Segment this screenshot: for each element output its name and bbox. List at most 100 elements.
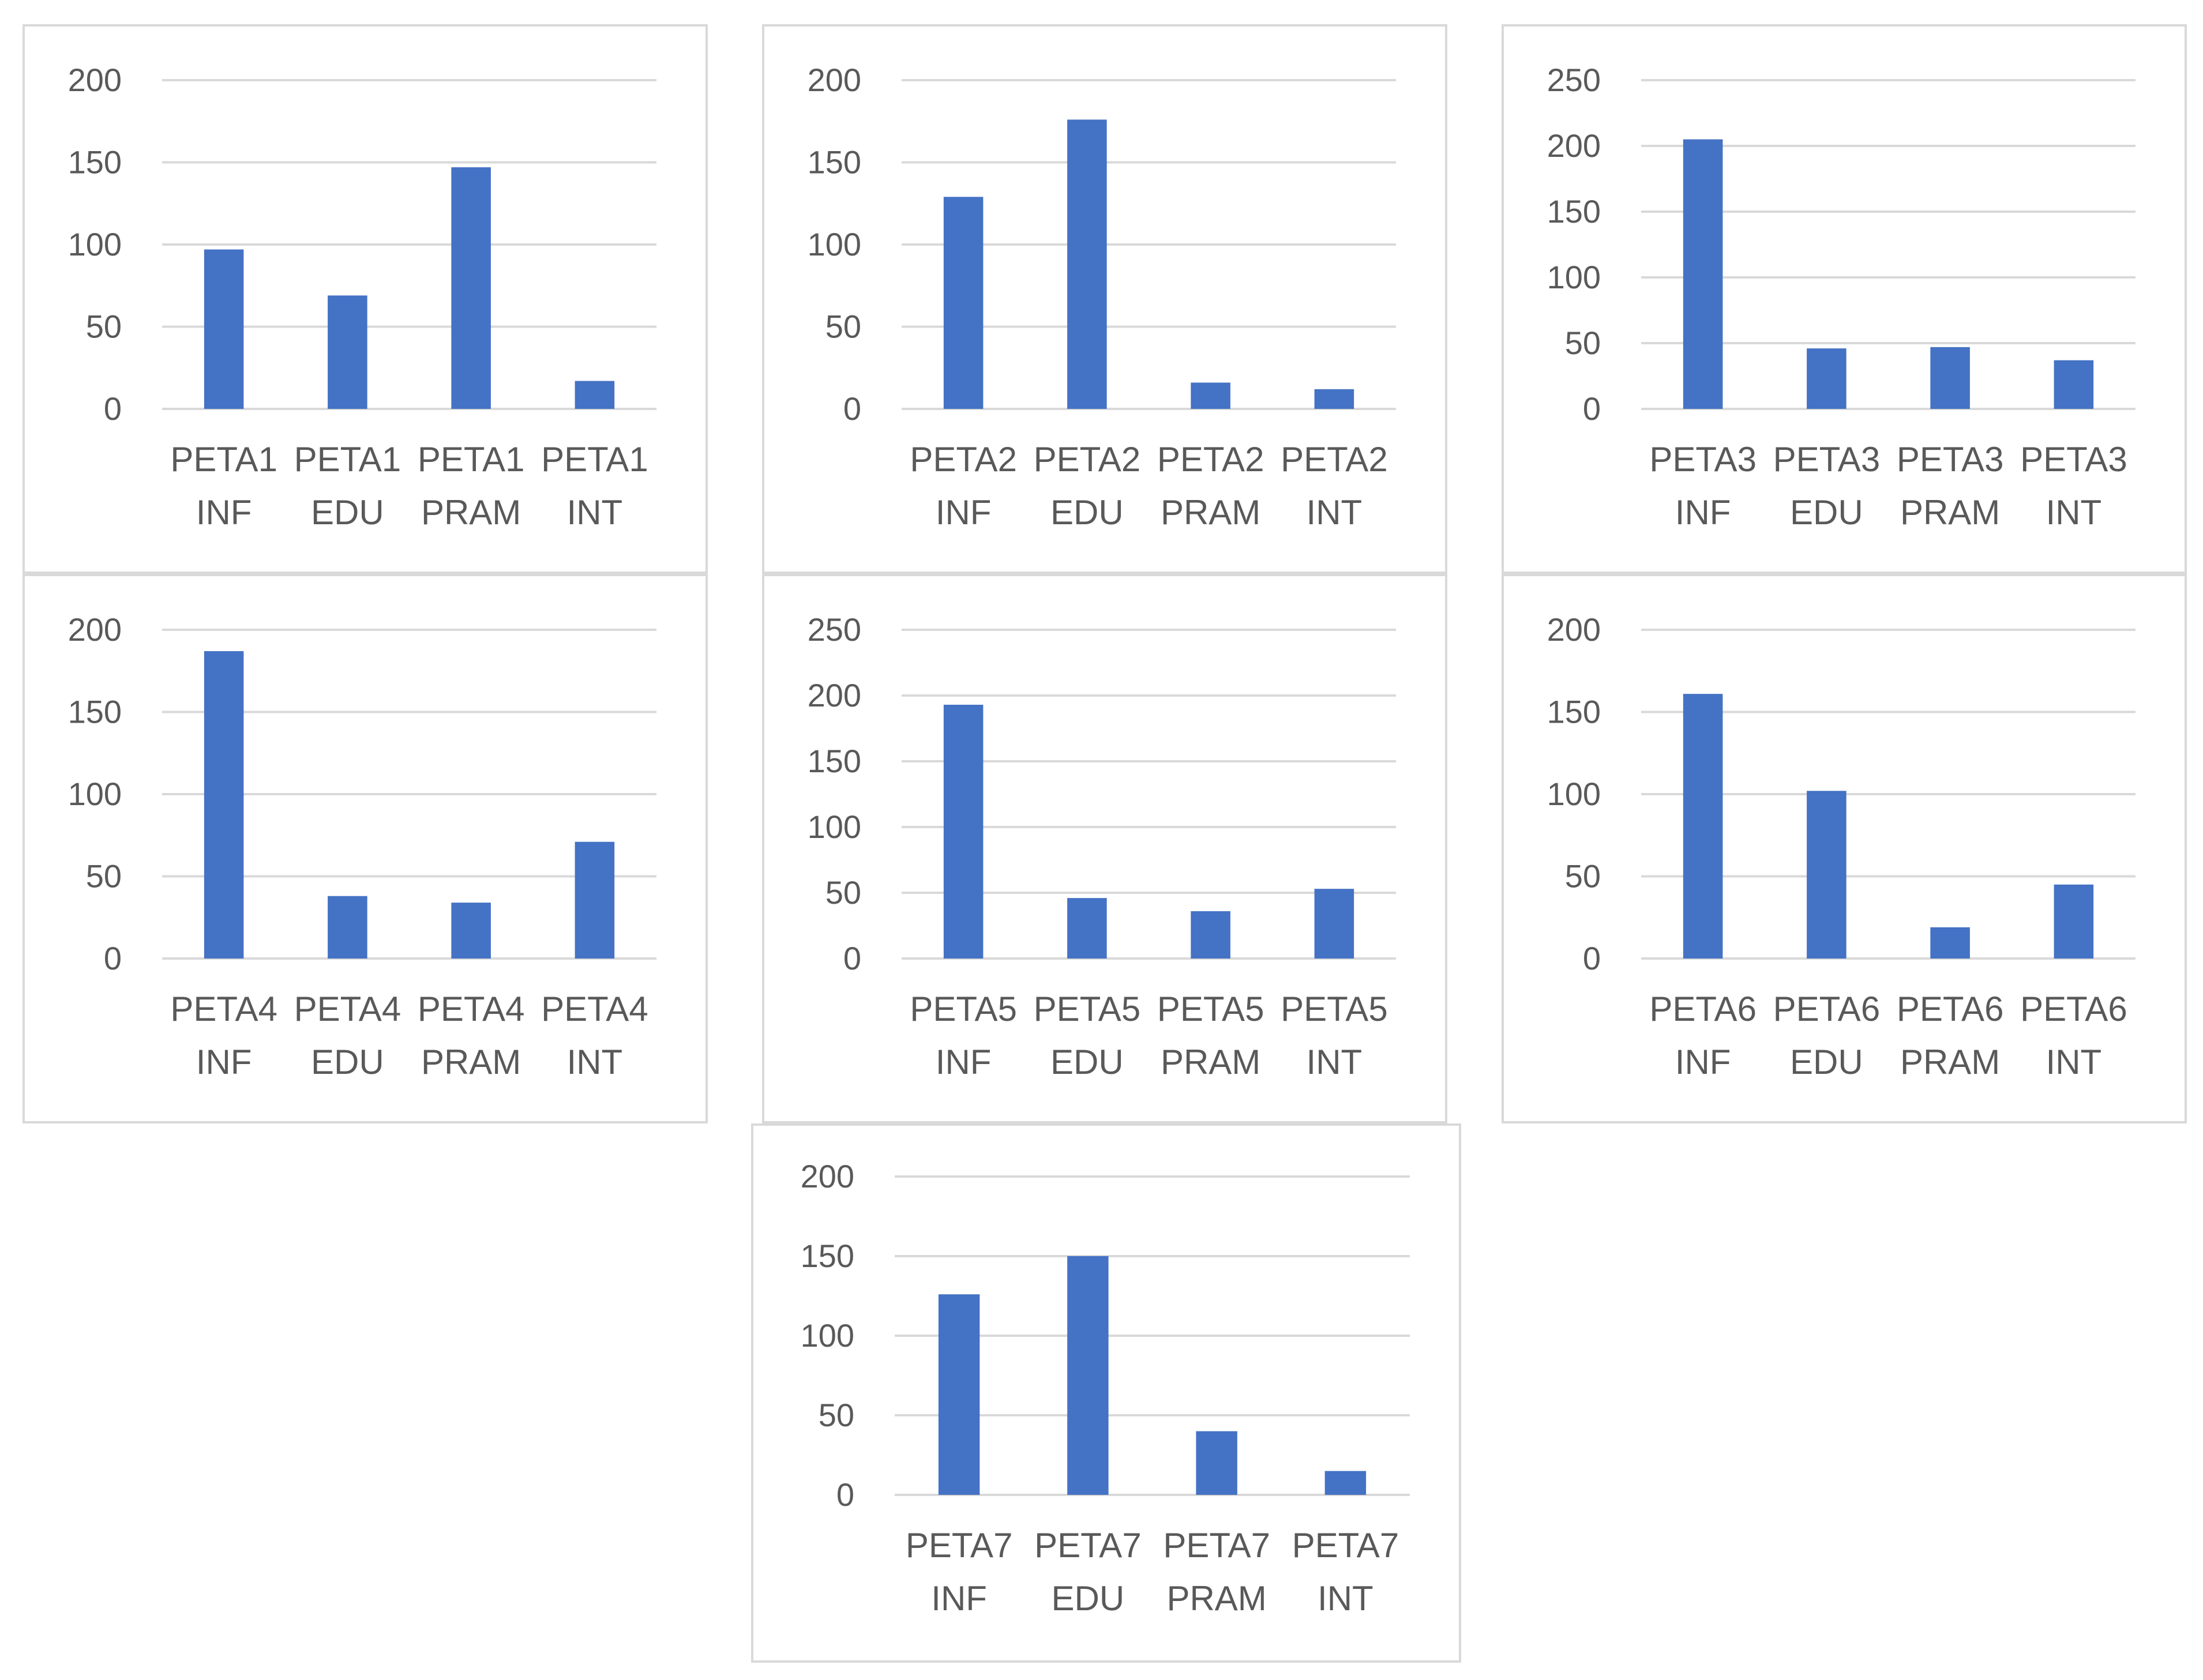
x-tick-label-line: PETA5 [910,990,1017,1028]
chart-panel-peta6: 0 50 100 150 200 PETA6 INF PETA6 EDU PETA6 PRAM PET… [1502,574,2187,1123]
x-tick-label: PETA5 EDU [1034,990,1141,1081]
x-tick-label: PETA7 INF [906,1526,1013,1618]
y-tick-label: 150 [808,743,861,779]
y-tick-label: 50 [1565,325,1601,361]
bar [1067,1256,1109,1495]
y-tick-label: 200 [808,677,861,713]
x-tick-label: PETA4 INT [541,990,648,1081]
bar [1067,119,1107,409]
x-tick-label-line: PETA3 [2020,440,2127,479]
x-tick-label-line: PETA2 [1281,440,1388,479]
y-tick-label: 100 [808,809,861,845]
bar-chart-svg: 0 50 100 150 200 250 PETA5 INF PETA5 EDU PETA5 PRAM… [808,611,1396,1081]
x-tick-label-line: PRAM [1900,493,2000,532]
x-tick-label-line: PETA2 [1157,440,1264,479]
x-tick-label-line: PETA1 [170,440,277,479]
y-tick-label: 200 [68,611,122,648]
x-tick-label-line: PETA7 [906,1526,1013,1565]
x-tick-label-line: PRAM [421,1043,521,1081]
x-tick-label-line: PETA6 [1897,990,2004,1028]
x-tick-label-line: INF [936,1043,992,1081]
x-tick-label-line: INT [1318,1579,1373,1618]
x-tick-label-line: INF [196,1043,252,1081]
y-tick-label: 250 [1547,62,1601,98]
y-tick-label: 200 [1547,127,1601,164]
x-tick-label-line: INT [567,1043,623,1081]
bar [1324,1471,1367,1495]
x-tick-label-line: PETA4 [541,990,648,1028]
x-tick-label: PETA7 INT [1292,1526,1399,1618]
y-tick-label: 200 [68,62,122,98]
x-tick-label: PETA2 INF [910,440,1017,532]
x-tick-label-line: EDU [311,1043,384,1081]
x-tick-label-line: PETA5 [1034,990,1141,1028]
x-tick-label-line: INT [2046,1043,2102,1081]
bar [575,381,615,409]
x-tick-label: PETA6 INT [2020,990,2127,1081]
y-tick-label: 200 [801,1158,854,1194]
x-tick-label-line: PRAM [1161,493,1260,532]
bar [451,167,491,409]
x-tick-label: PETA6 EDU [1773,990,1881,1081]
x-tick-label-line: INT [2046,493,2102,532]
x-tick-label-line: PETA5 [1157,990,1264,1028]
x-tick-label: PETA6 INF [1649,990,1757,1081]
x-tick-label-line: INT [1307,493,1363,532]
x-tick-label-line: PETA7 [1163,1526,1270,1565]
y-tick-label: 0 [843,940,861,976]
x-tick-label-line: PETA3 [1897,440,2004,479]
bar [1807,791,1847,959]
bar [1314,889,1354,959]
x-tick-label-line: EDU [1050,493,1124,532]
y-tick-label: 50 [819,1397,854,1433]
y-tick-label: 0 [104,940,122,976]
x-tick-label-line: EDU [311,493,384,532]
x-tick-label: PETA7 EDU [1034,1526,1142,1618]
x-tick-label-line: EDU [1790,493,1863,532]
y-tick-label: 150 [1547,193,1601,230]
y-tick-label: 200 [808,62,861,98]
y-tick-label: 0 [843,390,861,427]
x-tick-label-line: PETA4 [170,990,277,1028]
bar [1196,1431,1237,1495]
x-tick-label: PETA7 PRAM [1163,1526,1270,1618]
chart-panel-peta2: 0 50 100 150 200 PETA2 INF PETA2 EDU PETA2 PRAM PET… [762,24,1447,574]
x-tick-label-line: PETA2 [910,440,1017,479]
x-tick-label: PETA1 INT [541,440,648,532]
x-tick-label-line: PETA1 [418,440,525,479]
x-tick-label-line: INT [567,493,623,532]
x-tick-label: PETA3 EDU [1773,440,1881,532]
x-tick-label-line: PETA1 [294,440,401,479]
bar [938,1294,980,1495]
x-tick-label: PETA1 INF [170,440,277,532]
y-tick-label: 50 [1565,858,1601,895]
x-tick-label-line: INF [936,493,992,532]
x-tick-label-line: PETA6 [2020,990,2127,1028]
y-tick-label: 150 [1547,694,1601,730]
y-tick-label: 0 [836,1476,854,1513]
bar-chart-svg: 0 50 100 150 200 250 PETA3 INF PETA3 EDU PETA3 PRAM… [1547,62,2136,532]
y-tick-label: 0 [104,390,122,427]
y-tick-label: 100 [808,226,861,262]
y-tick-label: 150 [68,144,122,181]
y-tick-label: 50 [86,309,122,345]
y-tick-label: 100 [1547,776,1601,812]
y-tick-label: 0 [1583,940,1601,976]
bar [1067,898,1107,959]
bar [328,295,367,409]
x-tick-label: PETA6 PRAM [1897,990,2004,1081]
x-tick-label-line: PETA1 [541,440,648,479]
x-tick-label-line: PETA4 [418,990,525,1028]
bar [1191,911,1230,959]
bar [328,896,367,959]
x-tick-label-line: INF [931,1579,987,1618]
x-tick-label-line: INF [196,493,252,532]
x-tick-label-line: PETA6 [1773,990,1881,1028]
bar [943,704,984,959]
bar [1683,694,1723,959]
bar [575,841,615,959]
